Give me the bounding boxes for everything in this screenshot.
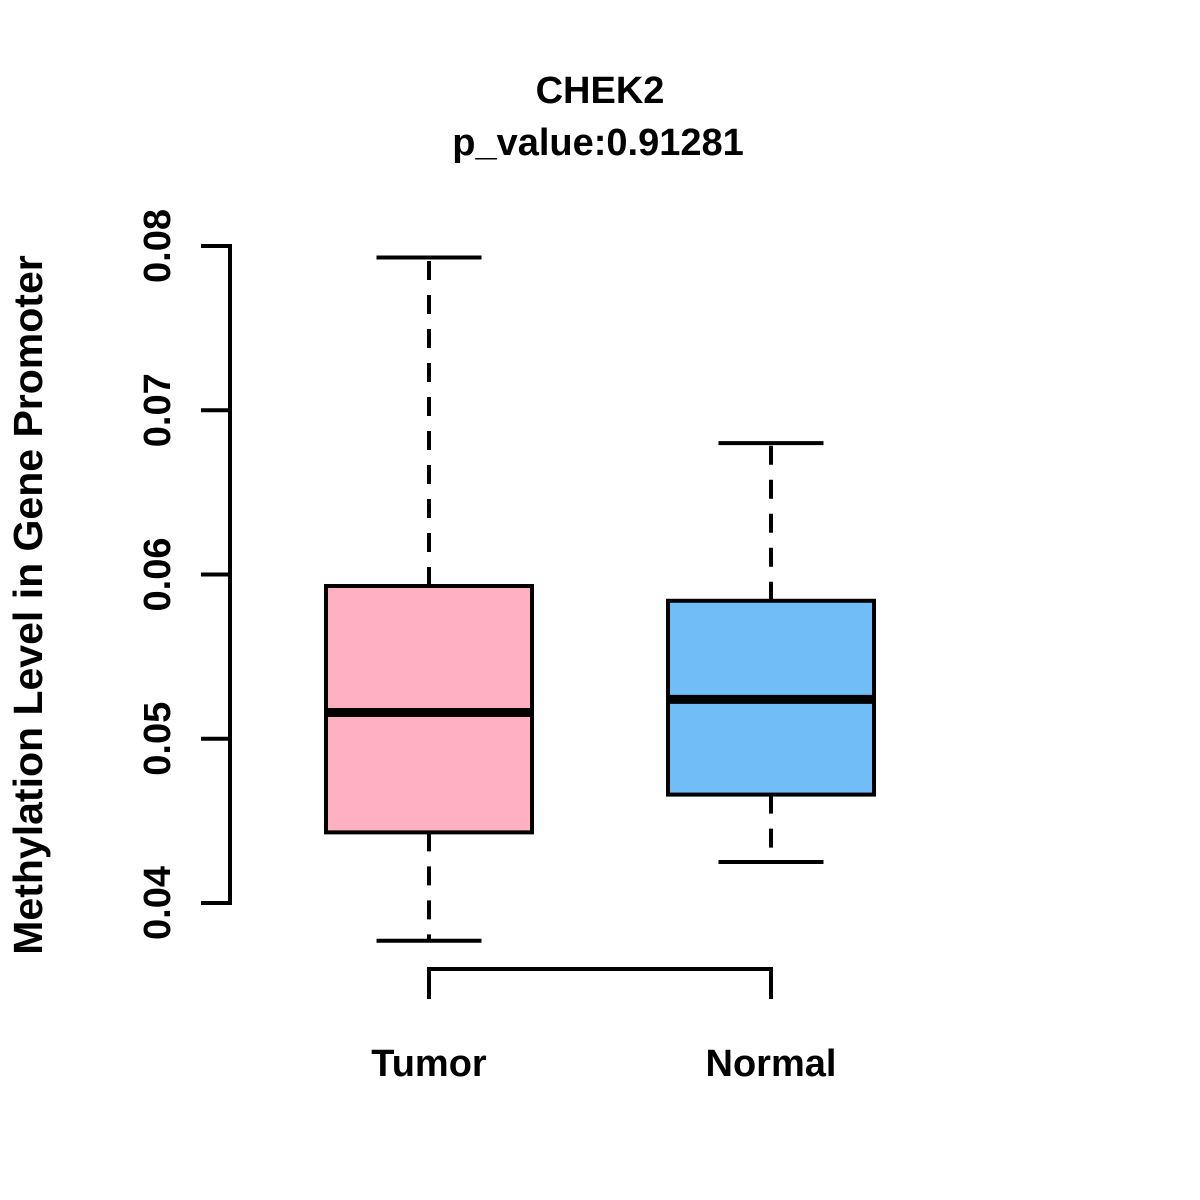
boxplot-group-normal: [666, 441, 876, 864]
y-tick-label: 0.04: [137, 866, 179, 940]
x-axis-label-tumor: Tumor: [371, 1043, 487, 1085]
y-tick-label: 0.08: [137, 209, 179, 283]
chart-subtitle: p_value:0.91281: [452, 122, 744, 164]
y-tick-label: 0.07: [137, 373, 179, 447]
x-axis-label-normal: Normal: [706, 1043, 837, 1085]
y-tick-label: 0.06: [137, 538, 179, 612]
x-axis-bracket: [427, 967, 773, 999]
plot-layer: 0.04 0.05 0.06 0.07 0.08 Tumor Normal: [137, 209, 876, 1085]
chart-title: CHEK2: [536, 70, 665, 112]
y-axis-title: Methylation Level in Gene Promoter: [5, 255, 51, 954]
y-tick-label: 0.05: [137, 702, 179, 776]
boxplot-group-tumor: [324, 255, 534, 943]
